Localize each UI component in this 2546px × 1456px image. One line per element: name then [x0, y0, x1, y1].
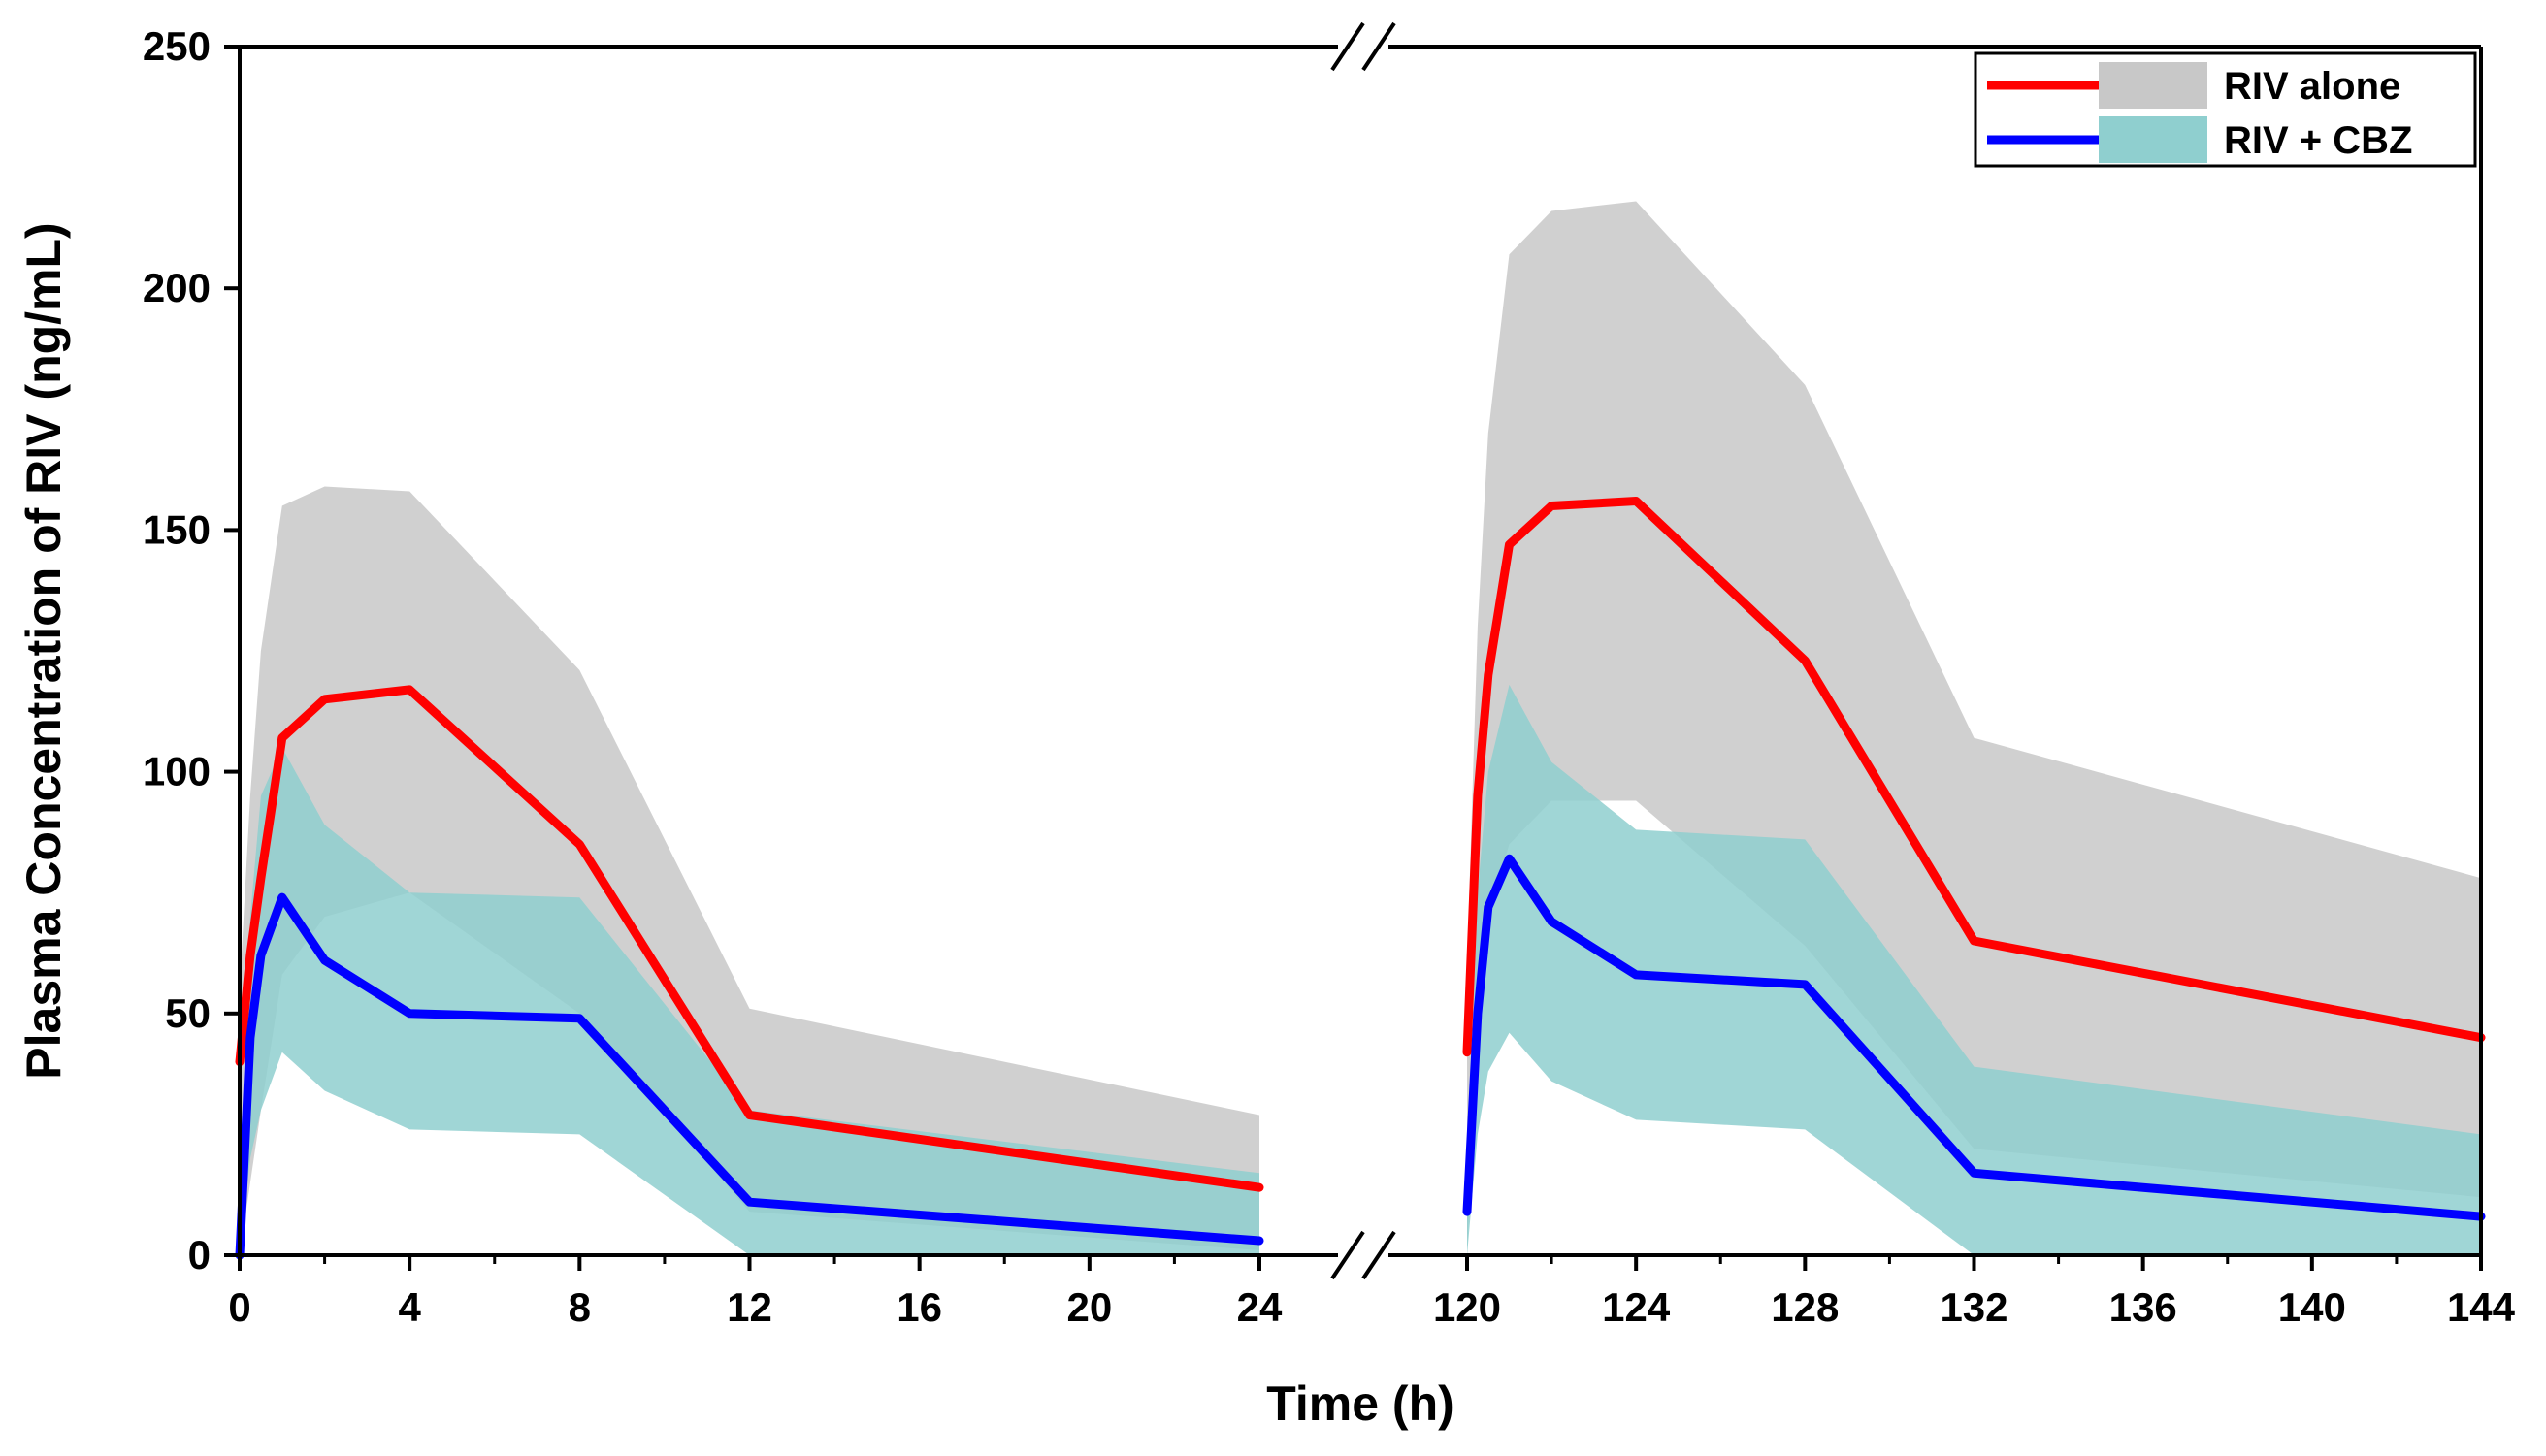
- axes: Time (h) Plasma Concentration of RIV (ng…: [16, 21, 2516, 1431]
- y-tick-label: 100: [143, 749, 211, 794]
- band-riv-cbz-segment-1: [240, 747, 1259, 1255]
- x-tick-label: 4: [398, 1284, 421, 1330]
- x-tick-label: 120: [1433, 1284, 1501, 1330]
- y-tick-label: 250: [143, 23, 211, 69]
- line-riv-alone-segment-1: [235, 685, 1264, 1192]
- axis-break-mark-bottom-2: [1361, 1230, 1396, 1280]
- band-riv-cbz-segment-2: [1467, 684, 2481, 1255]
- line-riv-cbz-segment-1: [235, 892, 1264, 1260]
- x-tick-label: 140: [2278, 1284, 2346, 1330]
- legend: RIV alone RIV + CBZ: [1974, 51, 2477, 168]
- band-riv-alone-segment-1: [240, 486, 1259, 1255]
- x-axis-title: Time (h): [1266, 1376, 1454, 1431]
- confidence-bands: [240, 201, 2481, 1255]
- axis-break-mark-top-1: [1330, 21, 1365, 72]
- legend-swatch-riv-cbz: [2099, 116, 2207, 163]
- x-tick-label: 16: [897, 1284, 942, 1330]
- x-tick-label: 12: [727, 1284, 772, 1330]
- x-tick-label: 132: [1940, 1284, 2007, 1330]
- x-tick-label: 136: [2109, 1284, 2177, 1330]
- x-tick-label: 8: [569, 1284, 591, 1330]
- axis-break-mark-bottom-1: [1330, 1230, 1365, 1280]
- line-riv-cbz-segment-2: [1462, 854, 2486, 1221]
- line-riv-alone-segment-2: [1462, 497, 2486, 1057]
- x-tick-label: 24: [1237, 1284, 1283, 1330]
- x-tick-label: 124: [1602, 1284, 1671, 1330]
- legend-box: [1974, 51, 2477, 168]
- x-tick-label: 128: [1771, 1284, 1839, 1330]
- y-tick-label: 200: [143, 265, 211, 310]
- y-tick-label: 150: [143, 506, 211, 552]
- legend-swatch-riv-alone: [2099, 62, 2207, 109]
- axis-break-mark-top-2: [1361, 21, 1396, 72]
- legend-label-riv-alone: RIV alone: [2224, 65, 2400, 108]
- series-lines: [235, 497, 2486, 1260]
- y-axis-title: Plasma Concentration of RIV (ng/mL): [16, 222, 71, 1079]
- y-tick-label: 50: [165, 990, 211, 1036]
- x-tick-label: 20: [1066, 1284, 1112, 1330]
- x-tick-label: 0: [228, 1284, 250, 1330]
- x-tick-label: 144: [2447, 1284, 2516, 1330]
- y-tick-label: 0: [188, 1232, 211, 1278]
- legend-label-riv-cbz: RIV + CBZ: [2224, 119, 2412, 162]
